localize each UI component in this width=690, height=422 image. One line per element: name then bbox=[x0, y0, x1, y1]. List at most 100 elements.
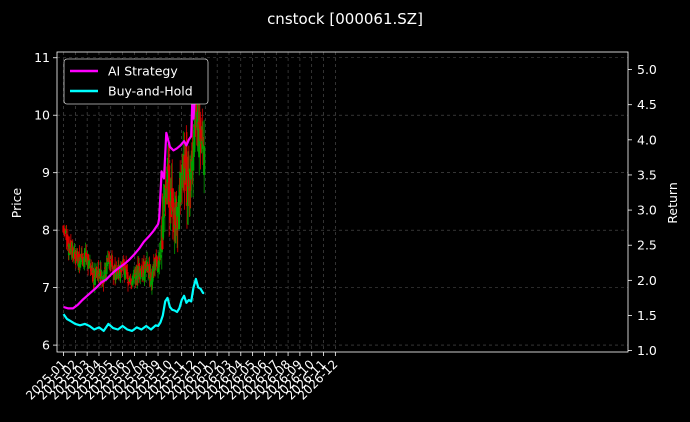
candle-body bbox=[168, 165, 171, 208]
candle-body bbox=[187, 172, 190, 187]
candle-body bbox=[198, 124, 201, 158]
candle-body bbox=[101, 276, 104, 282]
candle-body bbox=[74, 254, 77, 259]
candle-body bbox=[203, 146, 206, 175]
candle-body bbox=[78, 260, 82, 268]
candle-body bbox=[137, 263, 141, 266]
candle-body bbox=[165, 189, 168, 199]
legend-box bbox=[63, 58, 209, 105]
tick-label-right: 3.0 bbox=[637, 203, 657, 218]
tick-label-left: 11 bbox=[34, 50, 50, 65]
candle-body bbox=[65, 234, 68, 240]
candle-body bbox=[169, 200, 173, 218]
candle-body bbox=[122, 259, 125, 266]
chart-title: cnstock [000061.SZ] bbox=[267, 10, 423, 28]
candle-body bbox=[78, 254, 81, 264]
candle-body bbox=[126, 282, 130, 284]
legend-label-ai-strategy: AI Strategy bbox=[108, 64, 178, 79]
candle-body bbox=[128, 277, 131, 279]
candle-body bbox=[155, 256, 158, 260]
candle-body bbox=[91, 271, 95, 273]
legend-label-buy-and-hold: Buy-and-Hold bbox=[108, 84, 193, 99]
candle-body bbox=[72, 250, 76, 258]
candle-body bbox=[94, 268, 98, 278]
candle-body bbox=[109, 260, 112, 264]
candle-body bbox=[92, 274, 95, 282]
candle-body bbox=[190, 171, 193, 180]
candle-body bbox=[107, 260, 111, 264]
candle-body bbox=[185, 156, 189, 206]
candle-body bbox=[143, 272, 146, 281]
candle-body bbox=[100, 276, 103, 279]
candle-body bbox=[192, 157, 195, 171]
tick-label-right: 1.0 bbox=[637, 343, 657, 358]
candle-body bbox=[177, 196, 181, 230]
candle-body bbox=[120, 267, 123, 273]
candle-body bbox=[63, 228, 66, 230]
candle-body bbox=[145, 263, 148, 267]
candle-body bbox=[144, 264, 147, 274]
tick-label-right: 5.0 bbox=[637, 62, 657, 77]
candle-body bbox=[82, 256, 85, 266]
candle-body bbox=[151, 275, 154, 280]
candle-body bbox=[156, 268, 160, 273]
candle-body bbox=[95, 267, 98, 269]
candle-body bbox=[152, 265, 155, 277]
candle-body bbox=[110, 259, 114, 266]
candle-body bbox=[80, 253, 84, 260]
candle-body bbox=[141, 267, 144, 275]
candle-body bbox=[98, 274, 101, 277]
candle-body bbox=[199, 140, 203, 153]
candle-body bbox=[115, 267, 118, 269]
tick-label-right: 4.5 bbox=[637, 97, 657, 112]
candle-body bbox=[114, 267, 117, 280]
candle-body bbox=[68, 246, 71, 253]
candle-body bbox=[145, 261, 149, 265]
candle-body bbox=[200, 138, 203, 145]
candle-body bbox=[201, 144, 205, 149]
y-axis-right-label: Return bbox=[665, 182, 680, 223]
candle-body bbox=[126, 272, 129, 279]
y-axis-left-label: Price bbox=[9, 187, 24, 218]
candle-body bbox=[148, 263, 151, 279]
candle-body bbox=[83, 258, 86, 262]
candle-body bbox=[64, 230, 68, 233]
candle-body bbox=[96, 270, 99, 278]
candle-body bbox=[178, 187, 181, 208]
candle-body bbox=[187, 173, 190, 206]
candle-body bbox=[137, 265, 140, 278]
candle-body bbox=[71, 247, 74, 258]
candle-body bbox=[150, 277, 154, 285]
axes: 678910111.01.52.02.53.03.54.04.55.02025-… bbox=[23, 50, 657, 402]
candle-body bbox=[161, 217, 165, 238]
candle-body bbox=[91, 267, 94, 275]
candle-body bbox=[172, 224, 176, 233]
candle-body bbox=[172, 208, 175, 219]
candle-body bbox=[189, 177, 192, 191]
candle-body bbox=[154, 258, 157, 267]
candle-body bbox=[124, 266, 127, 272]
candle-body bbox=[88, 258, 91, 261]
candle-body bbox=[125, 265, 128, 269]
legend: AI Strategy Buy-and-Hold bbox=[63, 58, 209, 105]
candle-body bbox=[88, 263, 92, 265]
candle-body bbox=[164, 197, 168, 199]
tick-label-left: 10 bbox=[34, 108, 50, 123]
candle-body bbox=[107, 257, 110, 262]
candle-body bbox=[131, 281, 134, 286]
candle-body bbox=[73, 250, 76, 252]
candle-body bbox=[171, 198, 174, 210]
candle-body bbox=[128, 278, 131, 282]
candle-body bbox=[82, 263, 85, 265]
candle-body bbox=[105, 262, 108, 275]
candle-body bbox=[87, 260, 90, 269]
candle-body bbox=[69, 240, 72, 248]
candle-body bbox=[120, 266, 123, 270]
candle-body bbox=[139, 270, 142, 275]
candle-body bbox=[159, 255, 162, 258]
tick-label-left: 9 bbox=[42, 165, 50, 180]
tick-label-right: 4.0 bbox=[637, 132, 657, 147]
buy-and-hold-line bbox=[62, 277, 205, 332]
candle-body bbox=[127, 280, 130, 282]
